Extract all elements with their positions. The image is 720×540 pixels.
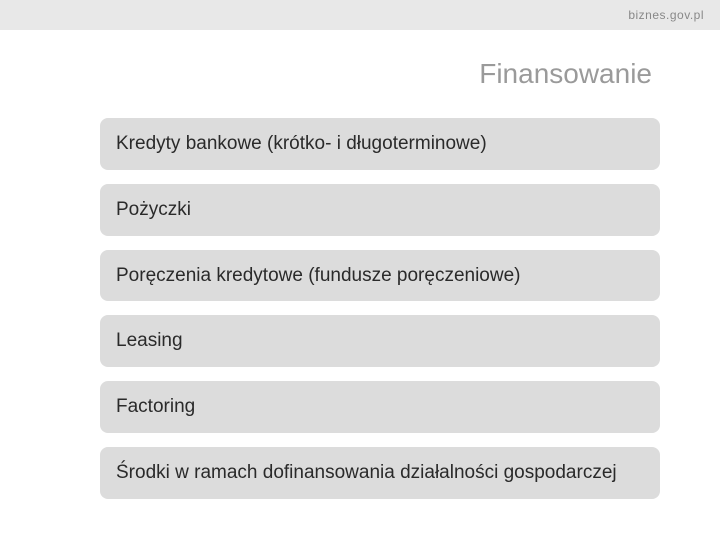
site-url: biznes.gov.pl	[628, 8, 704, 22]
list-item: Factoring	[100, 381, 660, 433]
list-item: Pożyczki	[100, 184, 660, 236]
page-title: Finansowanie	[100, 58, 660, 90]
header-bar: biznes.gov.pl	[0, 0, 720, 30]
list-item: Kredyty bankowe (krótko- i długoterminow…	[100, 118, 660, 170]
list-item: Środki w ramach dofinansowania działalno…	[100, 447, 660, 499]
list-item: Leasing	[100, 315, 660, 367]
content-area: Finansowanie Kredyty bankowe (krótko- i …	[0, 30, 720, 519]
list-item: Poręczenia kredytowe (fundusze poręczeni…	[100, 250, 660, 302]
financing-list: Kredyty bankowe (krótko- i długoterminow…	[100, 118, 660, 499]
